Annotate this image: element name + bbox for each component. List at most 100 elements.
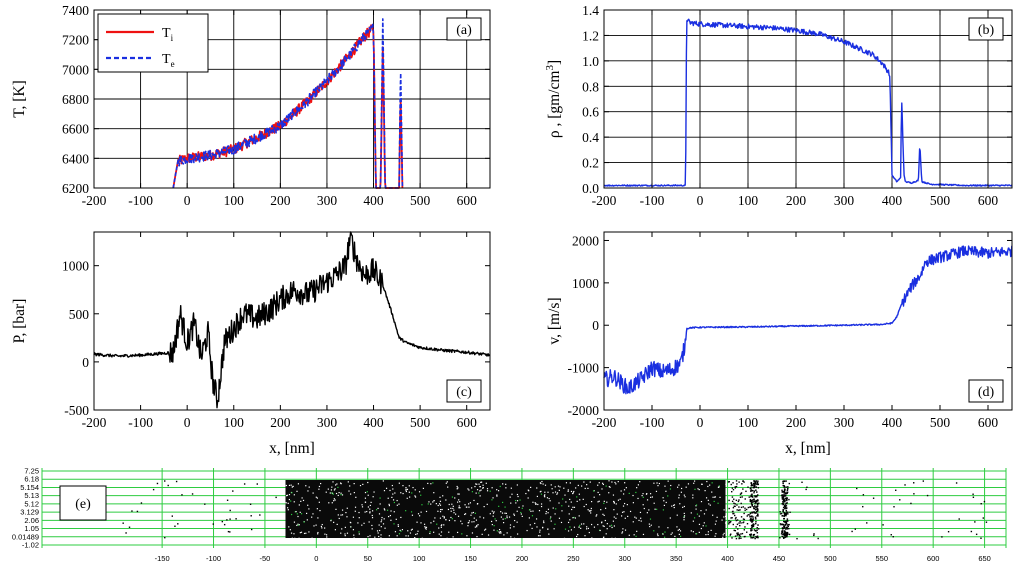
e-particle (486, 488, 489, 490)
e-particle (355, 496, 357, 498)
e-particle (785, 532, 788, 534)
plot-frame (93, 231, 491, 411)
e-particle (707, 531, 710, 533)
e-particle (456, 488, 458, 490)
e-particle (543, 520, 545, 522)
e-particle (734, 529, 737, 532)
e-particle (300, 531, 303, 533)
e-particle (571, 508, 573, 511)
e-particle (785, 535, 788, 538)
x-tick-label: 500 (410, 415, 431, 430)
e-particle (298, 537, 300, 539)
e-particle (680, 487, 683, 490)
e-particle (782, 500, 784, 503)
e-particle (890, 534, 892, 536)
e-particle (663, 504, 665, 507)
e-particle (573, 526, 576, 528)
e-particle (421, 504, 423, 506)
e-particle (330, 519, 332, 521)
e-particle (316, 497, 318, 499)
e-particle (922, 480, 925, 482)
e-particle (396, 535, 398, 537)
e-particle (805, 488, 807, 491)
e-particle (535, 518, 538, 520)
e-particle (751, 489, 754, 492)
e-particle (383, 518, 385, 520)
e-particle (452, 507, 454, 510)
e-particle (683, 494, 685, 496)
e-particle (474, 526, 476, 528)
y-tick-label: 0.0 (582, 181, 599, 196)
e-particle (535, 503, 537, 505)
e-particle (741, 483, 743, 485)
e-particle (292, 485, 294, 487)
e-particle (779, 523, 782, 525)
e-particle (438, 503, 441, 505)
e-particle (350, 493, 352, 495)
e-particle (492, 515, 494, 517)
e-particle (735, 499, 738, 502)
e-particle (402, 485, 404, 487)
e-particle (468, 489, 470, 491)
e-particle (781, 535, 784, 538)
e-particle (756, 510, 759, 512)
e-particle (451, 503, 453, 505)
e-particle (482, 484, 484, 486)
e-particle (783, 526, 786, 529)
e-particle (782, 510, 784, 513)
e-particle (574, 517, 576, 519)
x-tick-label: 0 (697, 415, 704, 430)
e-particle (743, 529, 746, 531)
e-particle (518, 506, 520, 508)
e-particle (411, 514, 414, 516)
e-particle (613, 502, 615, 504)
e-particle (780, 524, 782, 526)
x-tick-label: 200 (786, 193, 807, 208)
y-tick-label: 0 (592, 318, 599, 333)
e-particle (499, 532, 501, 534)
e-y-tick-label: 3.129 (20, 508, 39, 517)
e-particle (751, 524, 754, 526)
e-particle (394, 492, 396, 494)
panels-layer: -200 -100 0 100 200 300 400 500 6006200640066006… (11, 3, 1013, 457)
e-particle (477, 524, 479, 526)
e-particle (707, 499, 709, 501)
y-tick-label: 7200 (62, 33, 89, 48)
e-particle (416, 533, 418, 535)
e-particle (480, 489, 482, 491)
x-tick-label: 500 (410, 193, 431, 208)
e-particle (388, 535, 390, 537)
e-particle (669, 517, 671, 519)
e-particle (450, 510, 452, 512)
y-tick-label: 1.2 (582, 28, 599, 43)
legend-box (97, 13, 209, 73)
e-particle (862, 494, 865, 496)
e-particle (649, 518, 652, 520)
e-particle (317, 517, 319, 519)
e-particle (581, 485, 583, 487)
e-particle (373, 491, 375, 493)
e-particle (782, 482, 784, 485)
e-particle (882, 524, 884, 526)
e-particle (780, 512, 783, 515)
e-particle (401, 529, 404, 531)
e-particle (336, 483, 338, 485)
e-particle (340, 494, 342, 496)
e-particle (547, 491, 549, 493)
e-particle (353, 537, 355, 539)
e-particle (749, 498, 752, 501)
panel-label: (a) (456, 23, 472, 38)
e-particle (632, 521, 634, 523)
e-particle (550, 520, 552, 522)
e-particle (442, 495, 444, 497)
e-particle (980, 537, 982, 539)
e-particle (357, 522, 359, 524)
e-particle (638, 519, 640, 522)
e-particle (573, 516, 575, 519)
e-particle (489, 513, 491, 515)
e-particle (458, 507, 460, 509)
e-particle (783, 517, 786, 520)
e-particle (642, 496, 644, 498)
e-particle (588, 510, 590, 512)
x-tick-label: 100 (738, 415, 759, 430)
